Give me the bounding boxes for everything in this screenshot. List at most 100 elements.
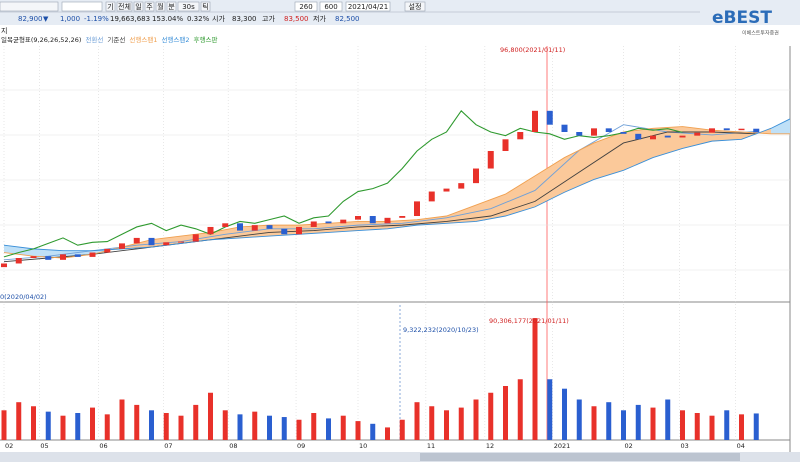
x-tick-label: 03 xyxy=(681,442,689,450)
period-button[interactable] xyxy=(155,1,166,12)
candle xyxy=(679,135,686,138)
volume-bar xyxy=(208,392,213,440)
candle xyxy=(281,228,288,235)
period-label: 주 xyxy=(146,3,153,11)
candle xyxy=(163,242,170,246)
volume-bar xyxy=(665,399,671,440)
period-button[interactable] xyxy=(144,1,155,12)
volume-bar xyxy=(488,392,494,440)
high-annotation: 96,800(2021/01/11) xyxy=(500,46,565,54)
volume-ratio: 153.04% xyxy=(152,15,183,23)
period-button[interactable] xyxy=(200,1,211,12)
volume-bar xyxy=(326,418,331,440)
volume-bar xyxy=(562,388,567,440)
volume-bar xyxy=(16,402,22,440)
volume-bar xyxy=(650,407,656,440)
volume-bar xyxy=(503,386,508,440)
candle xyxy=(60,254,66,260)
volume-bar xyxy=(591,406,597,440)
candle xyxy=(310,221,317,227)
date-input[interactable] xyxy=(345,1,391,12)
candle xyxy=(119,243,125,249)
cloud xyxy=(210,226,240,240)
candle xyxy=(192,234,199,242)
volume-bar xyxy=(724,410,730,440)
view-input[interactable] xyxy=(319,1,343,12)
x-tick-label: 11 xyxy=(427,442,435,450)
volume-bar xyxy=(296,419,302,440)
candle xyxy=(605,128,612,132)
cloud xyxy=(417,216,447,226)
indicator-line xyxy=(3,124,757,261)
settings-button[interactable] xyxy=(404,1,426,12)
candle xyxy=(74,254,81,257)
volume-bar xyxy=(576,399,582,440)
volume-bar xyxy=(680,410,685,440)
max-volume-annotation: 90,306,177(2021/01/11) xyxy=(489,317,569,325)
candle xyxy=(650,135,656,140)
view-count: 600 xyxy=(324,3,337,11)
candle xyxy=(664,135,671,138)
x-tick-label: 04 xyxy=(737,442,745,450)
volume-bar xyxy=(473,399,479,440)
legend: 일목균형표(9,26,26,52,26) 전환선 기준선 선행스팬1 선행스팬2 후행스판 xyxy=(1,35,217,44)
cloud xyxy=(564,142,594,193)
volume-bar xyxy=(311,413,317,440)
min-volume-annotation: 9,322,232(2020/10/23) xyxy=(403,326,479,334)
x-tick-label: 2021 xyxy=(554,442,571,450)
turnover: 0.32% xyxy=(187,15,210,23)
high: 83,500 xyxy=(284,15,309,23)
candle xyxy=(620,132,627,134)
x-tick-label: 05 xyxy=(40,442,48,450)
period-button[interactable] xyxy=(177,1,200,12)
cloud xyxy=(771,118,790,134)
candle xyxy=(296,226,302,235)
volume-bar xyxy=(237,414,243,440)
x-tick-label: 09 xyxy=(297,442,305,450)
scroll-thumb[interactable] xyxy=(420,453,740,461)
volume-bar xyxy=(178,415,184,440)
volume-bar xyxy=(340,415,346,440)
volume-bar xyxy=(60,415,66,440)
volume-bar xyxy=(119,399,125,440)
volume-bar xyxy=(104,414,110,440)
candle xyxy=(104,248,111,253)
period-label: 기 xyxy=(107,2,113,11)
candle xyxy=(694,132,701,136)
date: 2021/04/21 xyxy=(348,3,388,11)
volume-bar xyxy=(429,406,435,440)
candle xyxy=(546,110,553,125)
candle xyxy=(45,256,52,260)
x-tick-label: 12 xyxy=(486,442,494,450)
candle xyxy=(414,201,420,216)
period-button[interactable] xyxy=(133,1,144,12)
x-tick-label: 08 xyxy=(229,442,237,450)
indicator-line xyxy=(3,118,790,252)
period-label: 분 xyxy=(168,3,175,11)
period-button[interactable] xyxy=(105,1,116,12)
candle xyxy=(473,168,479,184)
volume-bar xyxy=(252,411,258,440)
arrow: ▼ xyxy=(43,15,49,23)
candle xyxy=(15,258,22,264)
volume-bar xyxy=(753,413,759,440)
open-label: 시가 xyxy=(212,14,225,23)
candle xyxy=(266,225,273,229)
period-button[interactable] xyxy=(166,1,177,12)
candle xyxy=(369,216,376,224)
candle xyxy=(723,128,730,131)
volume: 19,663,683 xyxy=(110,15,150,23)
scrollbar[interactable] xyxy=(0,452,800,462)
code-input[interactable] xyxy=(61,1,103,12)
candle xyxy=(487,150,494,169)
candle xyxy=(89,252,96,257)
indicator-line xyxy=(3,131,757,263)
period-button[interactable] xyxy=(116,1,133,12)
x-tick-label: 02 xyxy=(5,442,13,450)
search-box[interactable] xyxy=(0,1,59,12)
volume-bar xyxy=(355,421,361,440)
legend-entry: 전환선 xyxy=(85,35,103,44)
plot xyxy=(0,46,790,440)
candle xyxy=(561,124,568,132)
count-input[interactable] xyxy=(294,1,318,12)
